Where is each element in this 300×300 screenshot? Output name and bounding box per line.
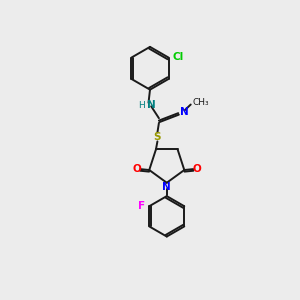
Text: H: H: [138, 100, 145, 109]
Text: S: S: [154, 132, 161, 142]
Text: F: F: [138, 201, 145, 211]
Text: CH₃: CH₃: [192, 98, 209, 107]
Text: N: N: [147, 100, 156, 110]
Text: Cl: Cl: [172, 52, 183, 62]
Text: N: N: [180, 107, 188, 117]
Text: N: N: [162, 182, 171, 192]
Text: O: O: [192, 164, 201, 173]
Text: O: O: [132, 164, 141, 173]
